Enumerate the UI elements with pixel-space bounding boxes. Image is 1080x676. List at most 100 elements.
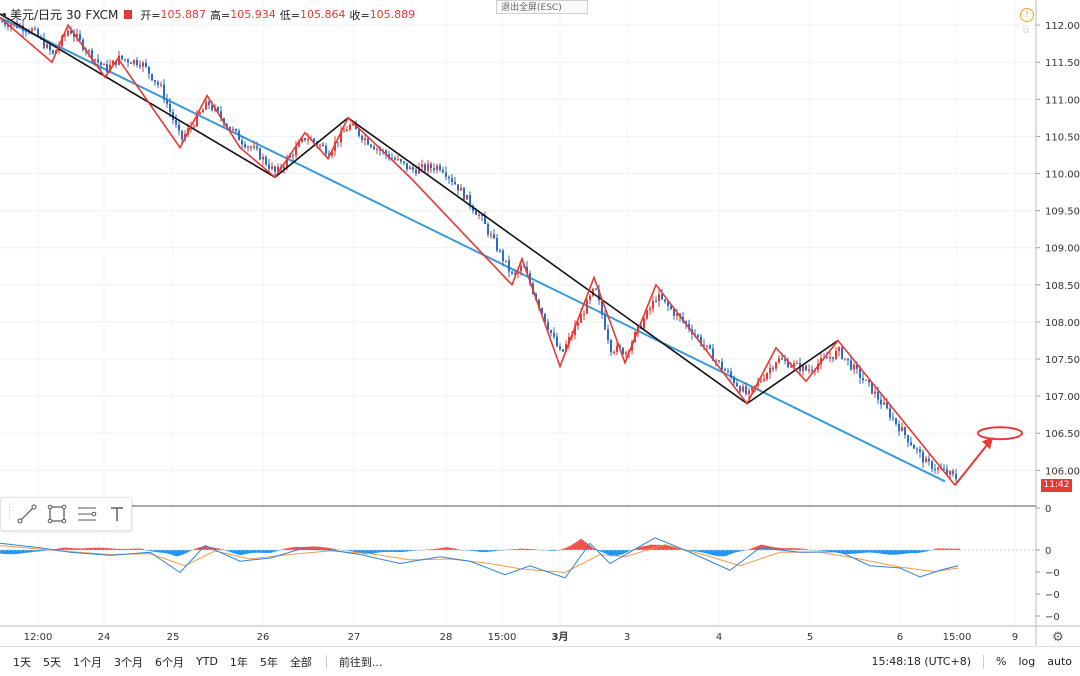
candle-body: [217, 107, 219, 112]
fib-lines-icon[interactable]: [73, 500, 101, 528]
candle-body: [844, 358, 846, 360]
macd-histogram-bar: [592, 547, 594, 550]
candle-body: [259, 148, 261, 160]
range-3m[interactable]: 3个月: [114, 655, 143, 669]
candle-body: [781, 358, 783, 360]
macd-histogram-bar: [462, 549, 464, 551]
symbol-header: 美元/日元 30 FXCM 开= 105.887 高= 105.934 低= 105.…: [0, 6, 415, 23]
macd-histogram-bar: [944, 548, 946, 550]
candle-body: [220, 111, 222, 119]
macd-histogram-bar: [226, 550, 228, 551]
black-zigzag: [0, 13, 839, 405]
text-tool-icon[interactable]: [103, 500, 131, 528]
exit-fullscreen-button[interactable]: 退出全屏(ESC): [496, 0, 588, 14]
macd-histogram-bar: [28, 550, 30, 553]
candle-body: [610, 340, 612, 353]
macd-histogram-bar: [730, 550, 732, 554]
candle-body: [442, 169, 444, 173]
candle-body: [712, 348, 714, 361]
symbol-name[interactable]: 美元/日元: [10, 8, 63, 22]
macd-histogram-bar: [298, 546, 300, 550]
candle-body: [295, 146, 297, 156]
candle-body: [109, 64, 111, 72]
candle-body: [724, 369, 726, 371]
candle-body: [898, 423, 900, 432]
range-all[interactable]: 全部: [289, 655, 312, 669]
macd-histogram-bar: [296, 546, 298, 550]
auto-toggle[interactable]: auto: [1047, 655, 1072, 668]
macd-histogram-bar: [174, 550, 176, 556]
macd-histogram-bar: [478, 550, 480, 552]
macd-histogram-bar: [286, 548, 288, 550]
grip-handle-icon[interactable]: ⋮ ⋮: [5, 503, 14, 519]
range-6m[interactable]: 6个月: [155, 655, 184, 669]
candle-body: [808, 369, 810, 371]
macd-histogram-bar: [312, 546, 314, 550]
range-ytd[interactable]: YTD: [196, 655, 218, 668]
macd-histogram-bar: [198, 547, 200, 550]
open-label: 开=: [140, 8, 161, 22]
candle-body: [406, 163, 408, 170]
log-toggle[interactable]: log: [1018, 655, 1036, 668]
y-tick-label: 112.000: [1045, 21, 1080, 32]
macd-histogram-bar: [200, 546, 202, 550]
candle-body: [127, 59, 129, 63]
range-1d[interactable]: 1天: [13, 655, 31, 669]
warning-icon[interactable]: !: [1020, 8, 1034, 22]
expand-icon[interactable]: ⧉: [1022, 25, 1030, 36]
range-5d[interactable]: 5天: [43, 655, 61, 669]
interval[interactable]: 30: [66, 7, 82, 22]
macd-histogram-bar: [666, 545, 668, 550]
candle-body: [697, 335, 699, 337]
macd-histogram-bar: [360, 550, 362, 554]
candle-body: [541, 307, 543, 314]
x-tick-label: 3月: [552, 631, 569, 643]
macd-histogram-bar: [282, 549, 284, 550]
range-1m[interactable]: 1个月: [73, 655, 102, 669]
macd-tick-label: −0: [1045, 612, 1060, 623]
rectangle-icon[interactable]: [43, 500, 71, 528]
candle-body: [34, 28, 36, 30]
candle-body: [787, 360, 789, 368]
macd-histogram-bar: [184, 550, 186, 554]
candle-body: [46, 44, 48, 48]
macd-histogram-bar: [322, 547, 324, 550]
macd-histogram-bar: [232, 550, 234, 554]
macd-histogram-bar: [422, 549, 424, 551]
macd-histogram-bar: [86, 548, 88, 550]
usdjpy-chart[interactable]: 112.000 111.500 111.000 110.500 110.000 109.5…: [0, 0, 1080, 646]
macd-histogram-bar: [76, 548, 78, 550]
macd-histogram-bar: [644, 546, 646, 550]
macd-histogram-bar: [582, 540, 584, 550]
candle-body: [772, 367, 774, 369]
macd-histogram-bar: [324, 547, 326, 550]
macd-histogram-bar: [916, 550, 918, 554]
candle-body: [265, 157, 267, 165]
range-5y[interactable]: 5年: [259, 655, 278, 669]
macd-histogram-bar: [640, 546, 642, 550]
macd-histogram-bar: [42, 550, 44, 552]
macd-histogram-bar: [888, 550, 890, 555]
candlestick-series: [1, 18, 957, 482]
gear-icon[interactable]: ⚙: [1052, 630, 1064, 645]
macd-histogram-bar: [608, 550, 610, 556]
macd-histogram-bar: [166, 550, 168, 554]
percent-toggle[interactable]: %: [996, 655, 1007, 668]
macd-histogram-bar: [136, 548, 138, 550]
macd-histogram-bar: [836, 550, 838, 553]
candle-body: [70, 30, 72, 34]
macd-signal-line: [0, 544, 959, 574]
macd-histogram-bar: [250, 550, 252, 554]
macd-histogram-bar: [92, 547, 94, 550]
range-1y[interactable]: 1年: [229, 655, 248, 669]
candle-body: [163, 84, 165, 100]
candle-body: [910, 442, 912, 446]
macd-histogram-bar: [554, 550, 556, 551]
macd-histogram-bar: [564, 548, 566, 550]
candle-body: [544, 313, 546, 323]
macd-histogram-bar: [858, 550, 860, 554]
trend-line-icon[interactable]: [13, 500, 41, 528]
macd-histogram-bar: [742, 550, 744, 551]
x-tick-label: 27: [348, 632, 361, 643]
goto-button[interactable]: 前往到...: [338, 655, 383, 669]
